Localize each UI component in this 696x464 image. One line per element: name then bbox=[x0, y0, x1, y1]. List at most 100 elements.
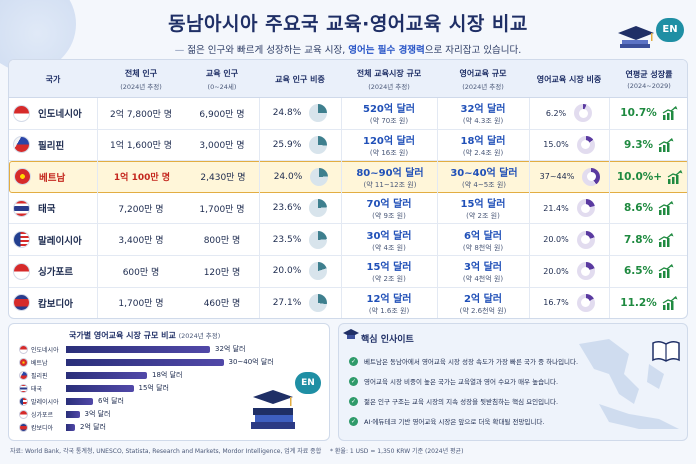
book-icon bbox=[652, 340, 680, 362]
edu-market-value: 70억 달러 bbox=[366, 199, 412, 211]
growth-arrow-icon bbox=[658, 137, 674, 152]
growth-arrow-icon bbox=[662, 295, 678, 310]
check-icon: ✓ bbox=[349, 396, 358, 406]
edu-ratio-value: 24.0% bbox=[273, 171, 303, 182]
col-edu-market: 전체 교육시장 규모 (2024년 추정) bbox=[356, 68, 422, 91]
country-cell: 캄보디아 bbox=[9, 288, 97, 318]
flag-icon bbox=[13, 231, 30, 249]
edu-pop-cell: 2,430만 명 bbox=[200, 173, 246, 184]
flag-icon bbox=[19, 358, 28, 367]
edu-ratio-cell: 23.5% bbox=[259, 224, 341, 255]
pie-icon bbox=[309, 104, 328, 123]
eng-share-cell: 21.4% bbox=[529, 193, 609, 224]
edu-ratio-value: 25.9% bbox=[272, 139, 302, 150]
table-row: 싱가포르 600만 명 120만 명 20.0% 15억 달러 (약 2조 원)… bbox=[9, 256, 687, 288]
pie-icon bbox=[309, 262, 328, 281]
insight-text: AI·에듀테크 기반 영어교육 시장은 앞으로 더욱 확대될 전망입니다. bbox=[364, 418, 545, 426]
edu-market-cell: 120억 달러 (약 16조 원) bbox=[341, 130, 437, 161]
eng-market-krw: (약 2조 원) bbox=[466, 212, 500, 221]
country-name: 필리핀 bbox=[38, 140, 65, 152]
edu-pop-cell: 6,900만 명 bbox=[199, 109, 245, 120]
eng-share-value: 16.7% bbox=[543, 298, 569, 308]
donut-icon bbox=[582, 167, 601, 186]
en-badge-icon: EN bbox=[295, 372, 321, 394]
edu-market-krw: (약 4조 원) bbox=[372, 243, 406, 252]
bar-value-label: 3억 달러 bbox=[84, 410, 111, 418]
cagr-cell: 11.2% bbox=[609, 288, 687, 318]
check-icon: ✓ bbox=[349, 356, 358, 366]
bar bbox=[66, 372, 147, 379]
bar-value-label: 15억 달러 bbox=[138, 384, 169, 392]
insight-item: ✓ AI·에듀테크 기반 영어교육 시장은 앞으로 더욱 확대될 전망입니다. bbox=[349, 416, 544, 426]
page-title: 동남아시아 주요국 교육·영어교육 시장 비교 bbox=[168, 13, 528, 35]
eng-market-value: 15억 달러 bbox=[460, 199, 506, 211]
eng-market-krw: (약 8천억 원) bbox=[462, 243, 504, 252]
edu-ratio-cell: 27.1% bbox=[259, 288, 341, 318]
eng-share-cell: 6.2% bbox=[529, 98, 609, 129]
flag-icon bbox=[19, 345, 28, 354]
country-name: 인도네시아 bbox=[38, 109, 82, 121]
check-icon: ✓ bbox=[349, 376, 358, 386]
edu-pop-cell: 800만 명 bbox=[203, 236, 241, 247]
col-edu-ratio: 교육 인구 비중 bbox=[275, 74, 325, 84]
eng-market-cell: 2억 달러 (약 2.6천억 원) bbox=[437, 288, 529, 318]
bar-row: 베트남 30~40억 달러 bbox=[19, 357, 319, 368]
country-cell: 인도네시아 bbox=[9, 98, 97, 129]
country-name: 싱가포르 bbox=[38, 267, 73, 279]
table-row: 베트남 1억 100만 명 2,430만 명 24.0% 80~90억 달러 (… bbox=[9, 161, 687, 193]
check-icon: ✓ bbox=[349, 416, 358, 426]
eng-share-value: 15.0% bbox=[543, 140, 569, 150]
flag-icon bbox=[19, 423, 28, 432]
bar-row: 말레이시아 6억 달러 bbox=[19, 396, 319, 407]
edu-market-krw: (약 1.6조 원) bbox=[368, 306, 410, 315]
edu-market-cell: 30억 달러 (약 4조 원) bbox=[341, 224, 437, 255]
bar-category: 말레이시아 bbox=[31, 399, 59, 406]
bar-row: 싱가포르 3억 달러 bbox=[19, 409, 319, 420]
subtitle-post: 으로 자리잡고 있습니다. bbox=[424, 45, 522, 56]
edu-market-value: 520억 달러 bbox=[363, 104, 415, 116]
bar-value-label: 6억 달러 bbox=[98, 397, 124, 405]
flag-icon bbox=[14, 168, 31, 186]
edu-ratio-cell: 23.6% bbox=[259, 193, 341, 224]
pop-cell: 1억 1,600만 명 bbox=[109, 141, 173, 152]
donut-icon bbox=[576, 293, 595, 312]
subtitle-highlight: 영어는 필수 경쟁력 bbox=[348, 45, 425, 56]
insight-text: 젊은 인구 구조는 교육 시장의 지속 성장을 뒷받침하는 핵심 요인입니다. bbox=[364, 398, 559, 406]
flag-icon bbox=[19, 384, 28, 393]
divider bbox=[259, 98, 260, 318]
country-name: 캄보디아 bbox=[38, 298, 73, 310]
donut-icon bbox=[574, 104, 593, 123]
eng-share-cell: 16.7% bbox=[529, 288, 609, 318]
insight-item: ✓ 영어교육 시장 비중이 높은 국가는 교육열과 영어 수요가 매우 높습니다. bbox=[349, 376, 558, 386]
cagr-cell: 10.7% bbox=[609, 98, 687, 129]
bar-row: 태국 15억 달러 bbox=[19, 383, 319, 394]
insight-item: ✓ 베트남은 동남아에서 영어교육 시장 성장 속도가 가장 빠른 국가 중 하나… bbox=[349, 356, 578, 366]
cagr-cell: 9.3% bbox=[609, 130, 687, 161]
header: 동남아시아 주요국 교육·영어교육 시장 비교 — 젊은 인구와 빠르게 성장하… bbox=[0, 0, 696, 58]
insights-title: 핵심 인사이트 bbox=[361, 335, 414, 345]
table-header: 국가 전체 인구 (2024년 추정) 교육 인구 (0~24세) 교육 인구 비중… bbox=[9, 60, 687, 98]
cagr-value: 10.7% bbox=[620, 107, 657, 120]
edu-ratio-cell: 24.8% bbox=[259, 98, 341, 129]
bar-value-label: 30~40억 달러 bbox=[228, 358, 274, 366]
bar-category: 캄보디아 bbox=[31, 425, 54, 432]
eng-market-value: 32억 달러 bbox=[460, 104, 506, 116]
eng-market-cell: 15억 달러 (약 2조 원) bbox=[437, 193, 529, 224]
bar-category: 태국 bbox=[31, 386, 43, 393]
bar bbox=[66, 424, 75, 431]
eng-share-value: 37~44% bbox=[539, 172, 575, 182]
comparison-table: 국가 전체 인구 (2024년 추정) 교육 인구 (0~24세) 교육 인구 비중… bbox=[8, 59, 688, 319]
eng-share-cell: 15.0% bbox=[529, 130, 609, 161]
pop-cell: 1억 100만 명 bbox=[113, 173, 171, 184]
cagr-value: 6.5% bbox=[623, 265, 654, 278]
growth-arrow-icon bbox=[658, 232, 674, 247]
country-name: 태국 bbox=[38, 204, 56, 216]
books-icon bbox=[251, 390, 295, 429]
col-pop: 전체 인구 (2024년 추정) bbox=[120, 68, 162, 91]
eng-share-cell: 20.0% bbox=[529, 224, 609, 255]
edu-market-value: 120억 달러 bbox=[363, 135, 415, 147]
edu-market-value: 15억 달러 bbox=[366, 262, 412, 274]
donut-icon bbox=[576, 199, 595, 218]
col-edu-pop: 교육 인구 (0~24세) bbox=[205, 68, 239, 91]
insight-text: 영어교육 시장 비중이 높은 국가는 교육열과 영어 수요가 매우 높습니다. bbox=[364, 378, 559, 386]
